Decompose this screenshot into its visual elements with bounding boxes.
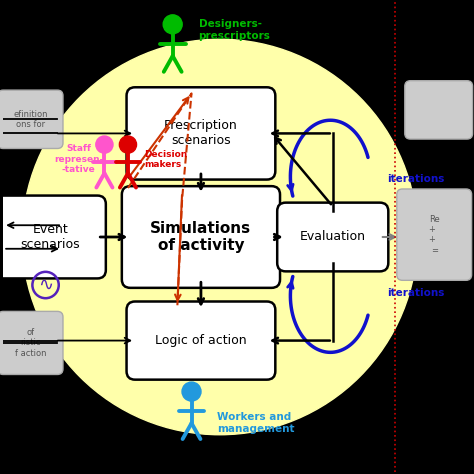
FancyBboxPatch shape (122, 186, 280, 288)
FancyBboxPatch shape (397, 189, 472, 280)
Text: of
ristic
f action: of ristic f action (15, 328, 46, 358)
Circle shape (96, 136, 113, 153)
FancyBboxPatch shape (0, 311, 63, 374)
FancyBboxPatch shape (127, 87, 275, 180)
FancyBboxPatch shape (0, 90, 63, 148)
Circle shape (119, 136, 137, 153)
FancyBboxPatch shape (0, 196, 106, 278)
Text: Workers and
management: Workers and management (218, 412, 295, 434)
Text: iterations: iterations (387, 174, 444, 184)
Text: Evaluation: Evaluation (300, 230, 366, 244)
Text: Event
scenarios: Event scenarios (20, 223, 80, 251)
Text: Designers-
prescriptors: Designers- prescriptors (199, 19, 271, 41)
Text: iterations: iterations (387, 289, 444, 299)
Text: Prescription
scenarios: Prescription scenarios (164, 119, 238, 147)
Text: Logic of action: Logic of action (155, 334, 247, 347)
FancyBboxPatch shape (405, 81, 473, 139)
Circle shape (22, 39, 418, 435)
Text: efinition
ons for: efinition ons for (13, 109, 47, 129)
Circle shape (182, 382, 201, 401)
FancyBboxPatch shape (127, 301, 275, 380)
Text: Re
+ 
+ 
=: Re + + = (429, 215, 439, 255)
Text: ∿: ∿ (38, 276, 53, 294)
FancyBboxPatch shape (277, 202, 388, 272)
Text: Simulations
of activity: Simulations of activity (150, 221, 252, 253)
Text: Staff
represen-
-tative: Staff represen- -tative (54, 145, 103, 174)
Circle shape (163, 15, 182, 34)
Text: Decision
makers: Decision makers (145, 150, 188, 169)
